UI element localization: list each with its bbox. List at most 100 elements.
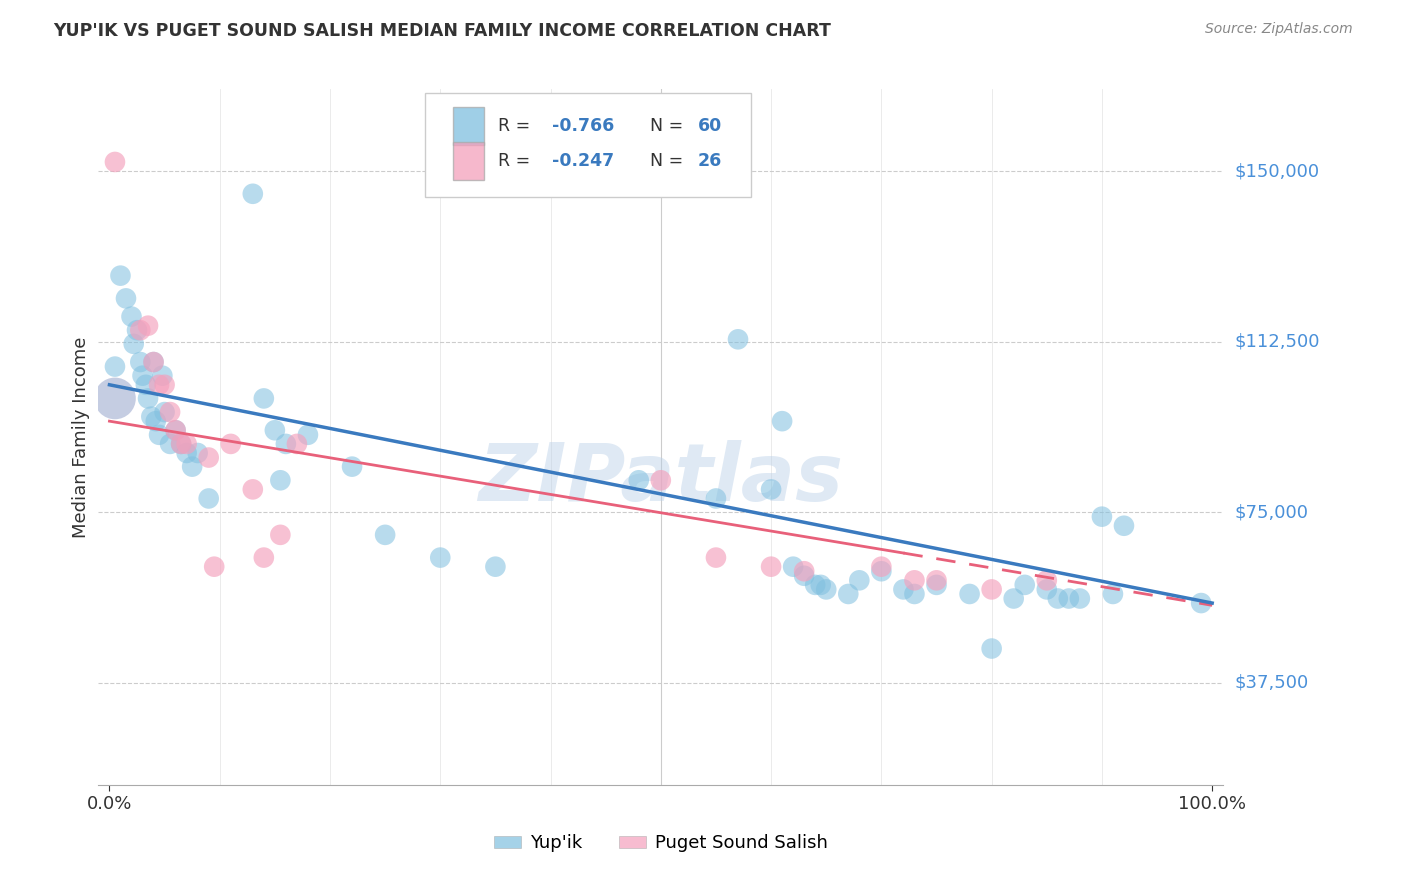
Point — [219, 437, 242, 451]
Point — [804, 578, 827, 592]
Text: R =: R = — [498, 152, 536, 169]
Point — [1014, 578, 1036, 592]
Point — [136, 318, 159, 333]
Point — [135, 377, 157, 392]
Point — [253, 550, 276, 565]
Text: 26: 26 — [697, 152, 723, 169]
Point — [165, 423, 187, 437]
Point — [104, 155, 127, 169]
FancyBboxPatch shape — [425, 93, 751, 197]
Text: $150,000: $150,000 — [1234, 162, 1319, 180]
Point — [142, 355, 165, 369]
Point — [104, 392, 127, 406]
Point — [770, 414, 793, 428]
Point — [142, 355, 165, 369]
Text: 60: 60 — [697, 117, 723, 135]
Point — [187, 446, 209, 460]
Point — [759, 483, 782, 497]
Point — [959, 587, 981, 601]
Point — [131, 368, 153, 383]
Point — [170, 437, 193, 451]
Text: -0.247: -0.247 — [551, 152, 614, 169]
Point — [159, 405, 181, 419]
Text: -0.766: -0.766 — [551, 117, 614, 135]
Point — [793, 564, 815, 578]
Point — [129, 323, 152, 337]
Text: $112,500: $112,500 — [1234, 333, 1320, 351]
Point — [1069, 591, 1091, 606]
Text: ZIPatlas: ZIPatlas — [478, 440, 844, 518]
Text: N =: N = — [650, 152, 689, 169]
Text: $75,000: $75,000 — [1234, 503, 1309, 521]
Point — [159, 437, 181, 451]
Point — [374, 528, 396, 542]
Point — [125, 323, 148, 337]
Point — [148, 427, 170, 442]
Point — [197, 450, 219, 465]
Point — [429, 550, 451, 565]
Point — [704, 491, 727, 506]
Point — [165, 423, 187, 437]
Point — [197, 491, 219, 506]
Point — [176, 446, 198, 460]
Point — [181, 459, 204, 474]
Point — [903, 574, 925, 588]
Point — [1002, 591, 1025, 606]
Point — [242, 186, 264, 201]
Point — [285, 437, 308, 451]
Point — [980, 582, 1002, 597]
Point — [145, 414, 167, 428]
Text: YUP'IK VS PUGET SOUND SALISH MEDIAN FAMILY INCOME CORRELATION CHART: YUP'IK VS PUGET SOUND SALISH MEDIAN FAMI… — [53, 22, 831, 40]
Point — [1189, 596, 1212, 610]
Text: N =: N = — [650, 117, 689, 135]
Point — [121, 310, 143, 324]
Point — [793, 568, 815, 582]
Text: R =: R = — [498, 117, 536, 135]
Point — [170, 437, 193, 451]
Point — [253, 392, 276, 406]
Point — [980, 641, 1002, 656]
Point — [893, 582, 915, 597]
Legend: Yup'ik, Puget Sound Salish: Yup'ik, Puget Sound Salish — [486, 827, 835, 859]
Point — [627, 473, 650, 487]
Point — [263, 423, 285, 437]
Point — [148, 377, 170, 392]
Point — [870, 564, 893, 578]
Point — [153, 377, 176, 392]
Point — [903, 587, 925, 601]
Point — [810, 578, 832, 592]
Text: $37,500: $37,500 — [1234, 673, 1309, 691]
FancyBboxPatch shape — [453, 142, 484, 180]
Point — [141, 409, 163, 424]
Point — [1112, 518, 1135, 533]
Point — [110, 268, 132, 283]
Y-axis label: Median Family Income: Median Family Income — [72, 336, 90, 538]
Point — [122, 336, 145, 351]
Point — [274, 437, 297, 451]
Point — [727, 332, 749, 346]
Point — [104, 359, 127, 374]
Point — [269, 528, 291, 542]
Point — [269, 473, 291, 487]
Point — [1102, 587, 1125, 601]
Point — [153, 405, 176, 419]
Point — [650, 473, 672, 487]
Point — [136, 392, 159, 406]
Point — [848, 574, 870, 588]
Point — [202, 559, 225, 574]
Point — [484, 559, 506, 574]
Point — [925, 574, 948, 588]
Point — [1036, 582, 1059, 597]
Point — [297, 427, 319, 442]
Point — [115, 292, 138, 306]
Point — [1046, 591, 1069, 606]
Point — [1036, 574, 1059, 588]
Point — [704, 550, 727, 565]
Point — [925, 578, 948, 592]
Point — [759, 559, 782, 574]
Point — [815, 582, 838, 597]
Point — [1091, 509, 1114, 524]
Point — [129, 355, 152, 369]
Point — [242, 483, 264, 497]
Point — [837, 587, 859, 601]
